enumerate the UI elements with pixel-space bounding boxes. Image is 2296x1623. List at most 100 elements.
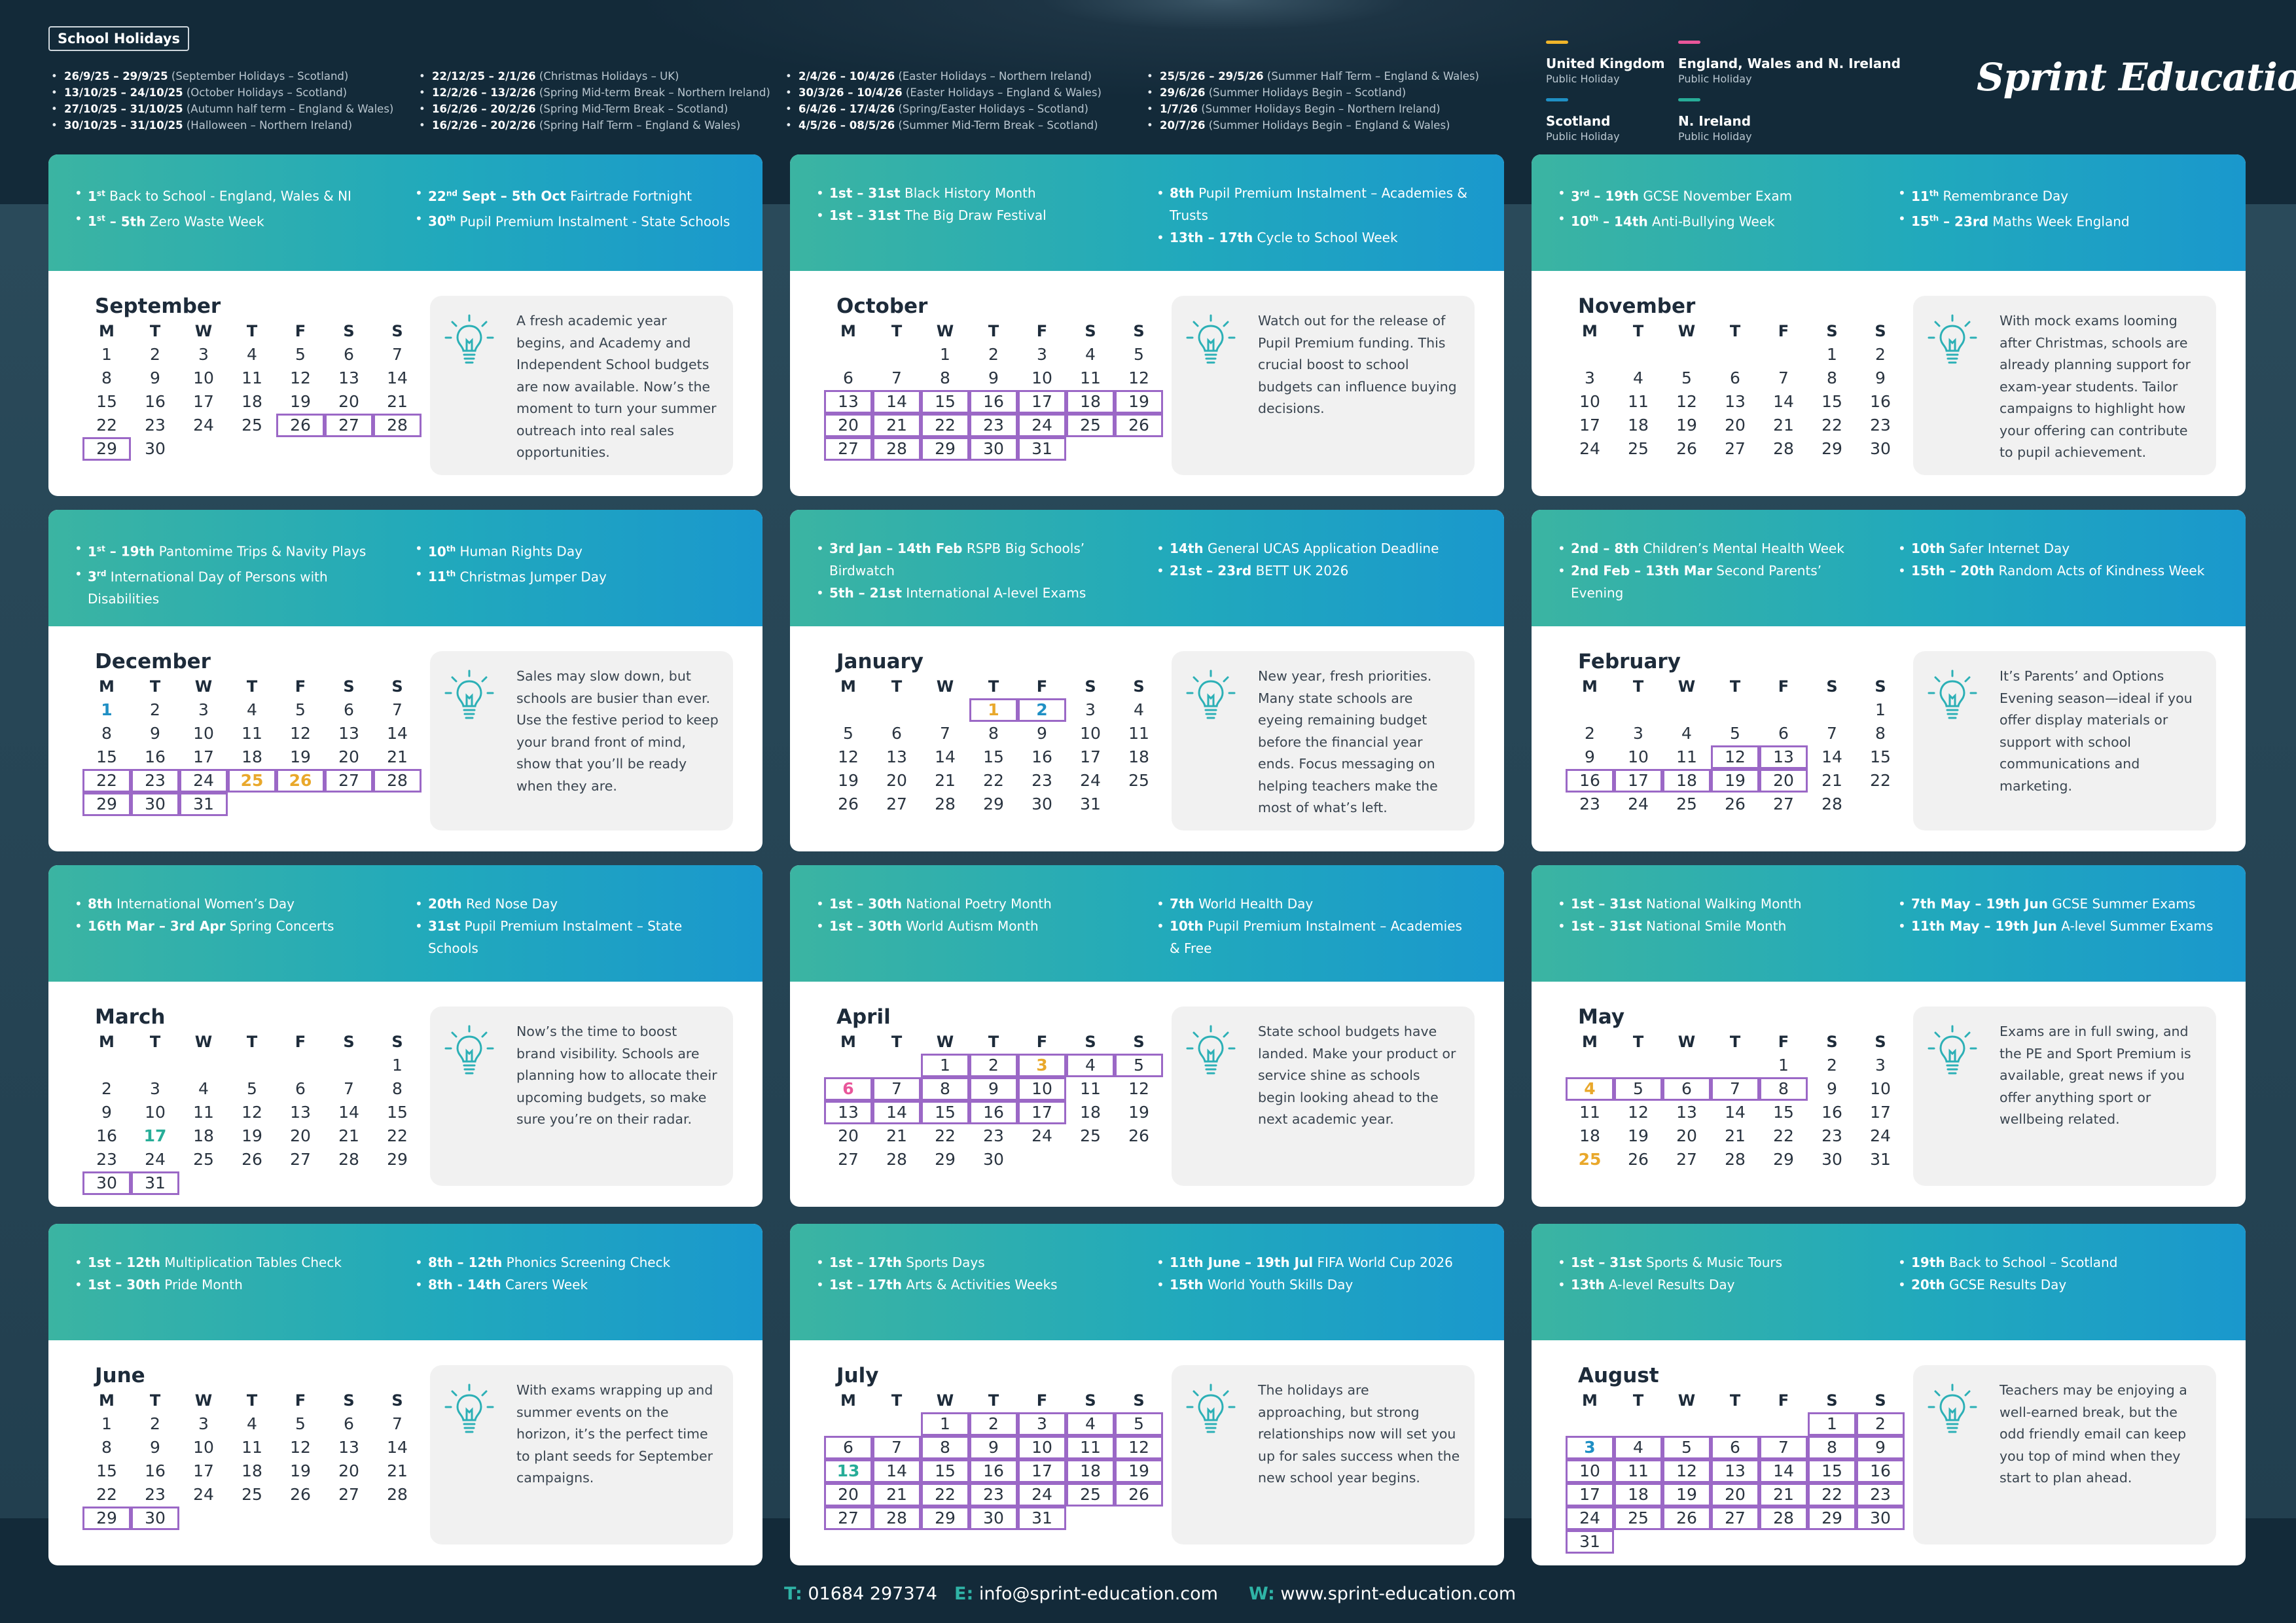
event-date: 15th [1911,213,1939,230]
day-cell: 23 [1579,794,1600,813]
day-cell: 23 [1856,1483,1905,1507]
event-label: Phonics Screening Check [502,1255,671,1270]
day-cell: 9 [101,1103,112,1122]
event-label: Safer Internet Day [1945,541,2070,556]
event-date-suffix: th [446,544,456,553]
tip-box: With exams wrapping up and summer events… [430,1365,733,1544]
event-label: General UCAS Application Deadline [1203,541,1439,556]
day-cell: 9 [1037,724,1047,743]
day-cell: 30 [1821,1150,1842,1169]
tip-text: New year, fresh priorities. Many state s… [1258,668,1438,815]
tip-box: Now’s the time to boost brand visibility… [430,1007,733,1186]
weekday-label: S [391,1033,403,1051]
day-cell: 1 [921,1054,969,1077]
weekday-label: M [99,1033,115,1051]
weekday-label: W [194,1033,213,1051]
day-cell: 31 [1870,1150,1891,1169]
week-row: 6 7 8 9 10 11 12 [824,1077,1163,1101]
day-cell: 25 [242,1485,262,1504]
weekday-label: S [1826,322,1838,340]
event-item: 16th Mar – 3rd Apr Spring Concerts [67,915,394,937]
holiday-item: 4/5/26 – 08/5/26 (Summer Mid-Term Break … [783,117,1102,134]
events-list-right: 10th Safer Internet Day15th – 20th Rando… [1890,537,2217,582]
event-item: 21st – 23rd BETT UK 2026 [1149,560,1476,582]
empty-day-cell [1856,1530,1905,1554]
day-cell: 20 [1711,1483,1759,1507]
day-cell: 19 [1115,390,1163,414]
day-cell: 31 [1018,1507,1066,1530]
month-title: November [1578,294,1696,318]
day-cell: 23 [96,1150,117,1169]
day-cell: 28 [872,437,921,461]
empty-day-cell [1711,1054,1759,1077]
day-cell: 16 [969,390,1018,414]
day-cell: 28 [338,1150,359,1169]
day-cell: 15 [1808,1459,1856,1483]
day-cell: 15 [921,1101,969,1124]
event-date: 3rd [88,569,107,585]
empty-day-cell [179,1171,228,1195]
empty-day-cell [1662,343,1711,366]
week-row: 15 16 17 18 19 20 21 [82,745,422,769]
event-label: National Smile Month [1641,918,1787,934]
footer-email-value[interactable]: info@sprint-education.com [978,1584,1218,1604]
footer-email[interactable]: E: info@sprint-education.com [954,1584,1218,1604]
event-label: Zero Waste Week [145,213,264,230]
day-cell: 15 [921,390,969,414]
weekday-label: M [840,677,856,696]
day-cell: 8 [392,1079,403,1098]
day-cell: 16 [1856,1459,1905,1483]
event-label: RSPB Big Schools’ Birdwatch [829,541,1085,579]
event-date: 15th [1170,1277,1204,1293]
day-cell: 6 [344,1414,354,1433]
event-date-range: Sept – 5th Oct [457,188,566,204]
day-cell: 23 [983,1126,1004,1145]
day-cell: 25 [1066,414,1115,437]
day-cell: 5 [843,724,853,743]
footer-website[interactable]: W: www.sprint-education.com [1249,1584,1516,1604]
legend-title: N. Ireland [1678,113,1751,129]
week-row: 16 17 18 19 20 21 22 [1566,769,1905,793]
day-cell: 7 [940,724,950,743]
day-cell: 14 [387,1438,408,1457]
week-row: 20 21 22 23 24 25 26 [824,414,1163,437]
day-cell: 4 [247,345,257,364]
day-cell: 4 [247,1414,257,1433]
week-row: 5 6 7 8 9 10 11 [824,722,1163,745]
week-row: 15 16 17 18 19 20 21 [82,1459,422,1483]
day-cell: 28 [387,1485,408,1504]
event-item: 3rd Jan – 14th Feb RSPB Big Schools’ Bir… [808,537,1136,582]
day-cell: 18 [1066,390,1115,414]
day-cell: 20 [1725,416,1746,435]
day-cell: 12 [838,747,859,766]
legend-england-wales-ni: England, Wales and N. Ireland Public Hol… [1678,41,1901,85]
day-cell: 12 [1711,745,1759,769]
footer-web-value[interactable]: www.sprint-education.com [1280,1584,1516,1604]
day-cell: 26 [242,1150,262,1169]
day-cell: 14 [1773,392,1794,411]
holiday-item: 26/9/25 – 29/9/25 (September Holidays – … [48,68,393,84]
empty-day-cell [1856,793,1905,816]
day-cell: 4 [1066,1412,1115,1436]
event-label: GCSE Results Day [1945,1277,2067,1293]
day-cell: 3 [150,1079,160,1098]
event-item: 8th Pupil Premium Instalment – Academies… [1149,182,1476,226]
week-row: 17 18 19 20 21 22 23 [1566,414,1905,437]
empty-day-cell [1662,1412,1711,1436]
day-cell: 10 [1031,368,1052,387]
day-cell: 7 [872,1436,921,1459]
day-cell: 17 [1614,769,1662,793]
week-row: 1 2 3 4 5 6 7 [82,698,422,722]
day-cell: 24 [1870,1126,1891,1145]
empty-day-cell [82,1054,131,1077]
events-list-right: 10th Human Rights Day11th Christmas Jump… [407,537,734,588]
empty-day-cell [1711,1530,1759,1554]
month-card-february: 2nd – 8th Children’s Mental Health Week2… [1532,510,2246,851]
weekday-label: M [1582,322,1598,340]
event-date: 1st – 31st [829,207,901,223]
day-cell: 22 [1773,1126,1794,1145]
